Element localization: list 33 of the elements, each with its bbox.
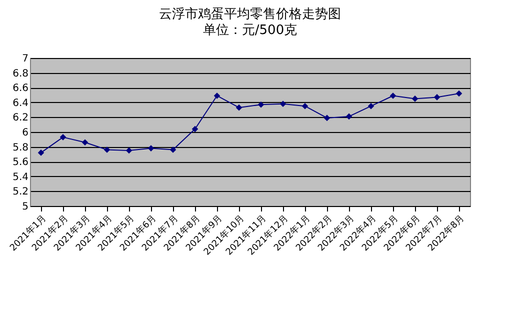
point [148,145,154,152]
point [126,147,132,154]
y-tick-label: 7 [22,54,28,64]
point [346,113,352,120]
y-tick-label: 6.2 [12,112,28,124]
y-tick-label: 6.4 [12,98,28,109]
point [412,96,418,102]
point [302,102,308,110]
y-tick-label: 5.8 [12,142,28,154]
point [324,114,330,122]
point [280,100,286,108]
chart-subtitle: 单位：元/500克 [202,23,298,38]
point [60,134,66,140]
point [170,146,176,153]
y-tick-label: 6.8 [12,68,28,80]
point [456,90,462,97]
point [214,92,220,99]
point [390,92,396,99]
chart-title: 云浮市鸡蛋平均零售价格走势图 [159,7,341,22]
y-tick-label: 5.4 [12,172,28,183]
y-tick-label: 5 [22,202,28,212]
point [368,102,374,110]
y-tick-label: 6 [22,128,28,138]
point [104,146,110,153]
y-tick-label: 6.6 [12,83,28,94]
point [434,94,440,100]
point [192,126,198,132]
y-tick-label: 5.6 [12,157,28,168]
point [236,104,242,111]
point [38,150,44,156]
point [258,101,264,108]
point [82,139,88,146]
y-tick-label: 5.2 [12,186,28,198]
